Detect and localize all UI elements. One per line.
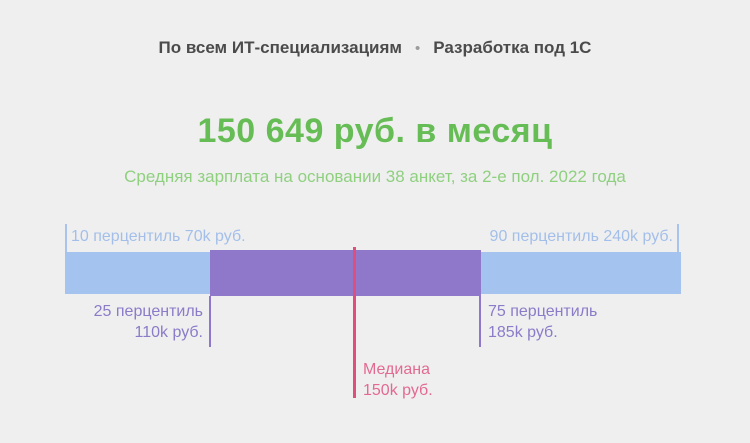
tab-1c-development[interactable]: Разработка под 1С xyxy=(433,38,592,57)
p10-label: 10 перцентиль 70k руб. xyxy=(71,228,246,245)
bullet-separator-icon: • xyxy=(414,39,421,57)
category-nav: По всем ИТ-специализациям • Разработка п… xyxy=(0,38,750,58)
p75-label: 75 перцентиль 185k руб. xyxy=(488,301,597,343)
median-label-line2: 150k руб. xyxy=(363,382,433,399)
average-salary-title: 150 649 руб. в месяц xyxy=(197,112,553,150)
p25-label-line2: 110k руб. xyxy=(134,324,203,341)
p75-label-line1: 75 перцентиль xyxy=(488,303,598,320)
p10-tick xyxy=(65,224,67,252)
p25-label: 25 перцентиль 110k руб. xyxy=(94,301,203,343)
tab-all-it-specializations[interactable]: По всем ИТ-специализациям xyxy=(158,38,402,57)
p75-tick xyxy=(479,296,481,347)
p25-p75-range-bar xyxy=(210,250,481,296)
p75-label-line2: 185k руб. xyxy=(488,324,558,341)
median-label: Медиана 150k руб. xyxy=(363,359,433,401)
p25-label-line1: 25 перцентиль xyxy=(93,303,203,320)
p90-tick xyxy=(677,224,679,252)
p90-label: 90 перцентиль 240k руб. xyxy=(489,228,673,245)
median-line xyxy=(353,247,356,398)
median-label-line1: Медиана xyxy=(363,361,430,378)
average-salary-subtitle: Средняя зарплата на основании 38 анкет, … xyxy=(124,167,626,186)
p25-tick xyxy=(209,296,211,347)
